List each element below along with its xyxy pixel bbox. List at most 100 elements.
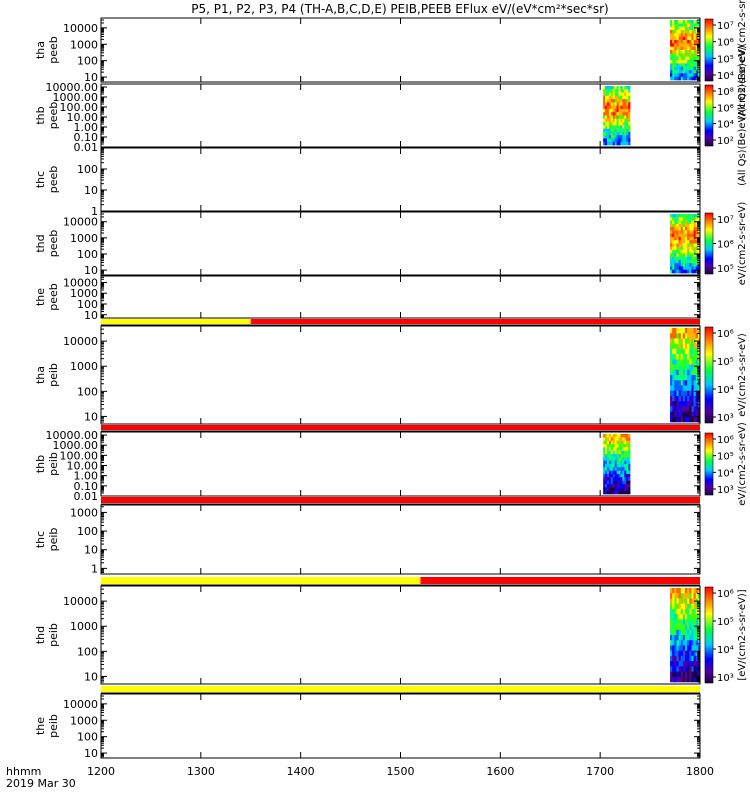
spectrogram-cell: [672, 348, 675, 355]
spectrogram-cell: [620, 112, 623, 116]
x-tick-label: 1700: [586, 765, 614, 778]
y-tick-label: 10.00: [67, 460, 99, 473]
spectrogram-cell: [616, 480, 619, 485]
spectrogram-cell: [691, 253, 694, 257]
spectrogram-cell: [672, 30, 675, 34]
instrument-label: peib: [47, 623, 60, 647]
spectrogram-cell: [697, 250, 701, 254]
spectrogram-cell: [693, 70, 697, 74]
spectrogram-cell: [628, 105, 631, 110]
spectrogram-cell: [622, 135, 625, 139]
spectrogram-cell: [689, 266, 692, 271]
spectrogram-cell: [608, 141, 612, 146]
spectrogram-cell: [672, 40, 675, 44]
spectrogram-cell: [605, 92, 608, 97]
spectrogram-cell: [676, 369, 679, 376]
spectrogram-cell: [603, 460, 606, 465]
spectrogram-cell: [687, 266, 690, 271]
spectrogram-cell: [614, 454, 617, 458]
spectrogram-cell: [676, 645, 679, 651]
spectrogram-cell: [674, 406, 677, 412]
spectrogram-cell: [620, 457, 623, 461]
y-tick-label: 1000: [70, 620, 98, 633]
spectrogram-cell: [678, 56, 682, 61]
colorbar: [704, 18, 714, 82]
spectrogram-cell: [687, 263, 690, 267]
spectrogram-cell: [672, 253, 675, 257]
colorbar-label: (All Qs)(Be)eV/(cm2-s-sr-eV): [737, 45, 748, 186]
spectrogram-cell: [616, 484, 619, 488]
spectrogram-cell: [620, 484, 623, 488]
spectrogram-cell: [687, 666, 690, 672]
panel-frame: [100, 325, 701, 425]
spectrogram-cell: [622, 112, 625, 116]
spectrogram-cell: [624, 95, 627, 100]
spectrogram-cell: [670, 411, 673, 418]
panel-frame: [100, 585, 701, 685]
spectrogram-cell: [670, 624, 673, 631]
spectrogram-cell: [680, 253, 684, 257]
spectrogram-cell: [676, 676, 679, 683]
spectrogram-cell: [674, 20, 677, 24]
spectrogram-cell: [693, 66, 697, 71]
spectrogram-cell: [680, 26, 684, 31]
spectrogram-cell: [691, 217, 694, 221]
spectrogram-cell: [672, 259, 675, 264]
spectrogram-cell: [672, 236, 675, 241]
spectrogram-cell: [628, 434, 631, 438]
colorbar-tick-label: 10⁸: [717, 87, 734, 98]
spectrogram-cell: [682, 266, 686, 271]
spectrogram-cell: [612, 490, 616, 495]
spectrogram-cell: [685, 223, 688, 228]
spectrogram-cell: [693, 411, 697, 418]
colorbar: [704, 326, 714, 424]
spectrogram-cell: [622, 141, 625, 146]
spectrogram-cell: [682, 76, 686, 81]
spectrogram-cell: [607, 95, 610, 100]
spectrogram-cell: [616, 440, 619, 445]
spectrogram-cell: [628, 112, 631, 116]
spectrogram-cell: [670, 619, 673, 625]
spectrogram-cell: [697, 608, 701, 615]
spectrogram-cell: [685, 33, 688, 37]
spectrogram-cell: [687, 619, 690, 625]
spectrogram-cell: [618, 474, 621, 478]
spectrogram-cell: [697, 640, 701, 646]
spectrogram-cell: [689, 645, 692, 651]
spectrogram-cell: [610, 125, 614, 129]
spectrogram-cell: [685, 40, 688, 44]
spectrogram-cell: [614, 95, 617, 100]
spectrogram-cell: [605, 99, 608, 103]
spectrogram-cell: [672, 220, 675, 225]
spectrogram-cell: [626, 135, 629, 139]
spectrogram-cell: [616, 141, 619, 146]
spectrogram-cell: [608, 470, 612, 475]
spectrogram-cell: [624, 92, 627, 97]
spectrogram-cell: [612, 477, 616, 481]
spectrogram-cell: [689, 227, 692, 231]
spectrogram-cell: [676, 598, 679, 604]
spectrogram-cell: [626, 437, 629, 441]
spectrogram-cell: [682, 26, 686, 31]
spectrogram-cell: [620, 135, 623, 139]
spectrogram-cell: [676, 588, 679, 594]
spectrogram-cell: [682, 253, 686, 257]
spectrogram-cell: [676, 266, 679, 271]
spectrogram-cell: [676, 217, 679, 221]
spectrogram-cell: [622, 450, 625, 455]
spectrogram-cell: [678, 230, 682, 234]
spectrogram-cell: [682, 624, 686, 631]
spectrogram-cell: [678, 263, 682, 267]
spectrogram-cell: [680, 243, 684, 248]
spectrogram-cell: [674, 46, 677, 51]
spectrogram-cell: [670, 348, 673, 355]
spectrogram-cell: [687, 380, 690, 386]
spectrogram-cell: [670, 250, 673, 254]
spectrogram-cell: [693, 629, 697, 636]
spectrogram-cell: [697, 50, 701, 54]
spectrogram-cell: [689, 629, 692, 636]
spectrogram-cell: [620, 122, 623, 126]
y-tick-label: 1000: [70, 506, 98, 519]
spectrogram-cell: [603, 454, 606, 458]
